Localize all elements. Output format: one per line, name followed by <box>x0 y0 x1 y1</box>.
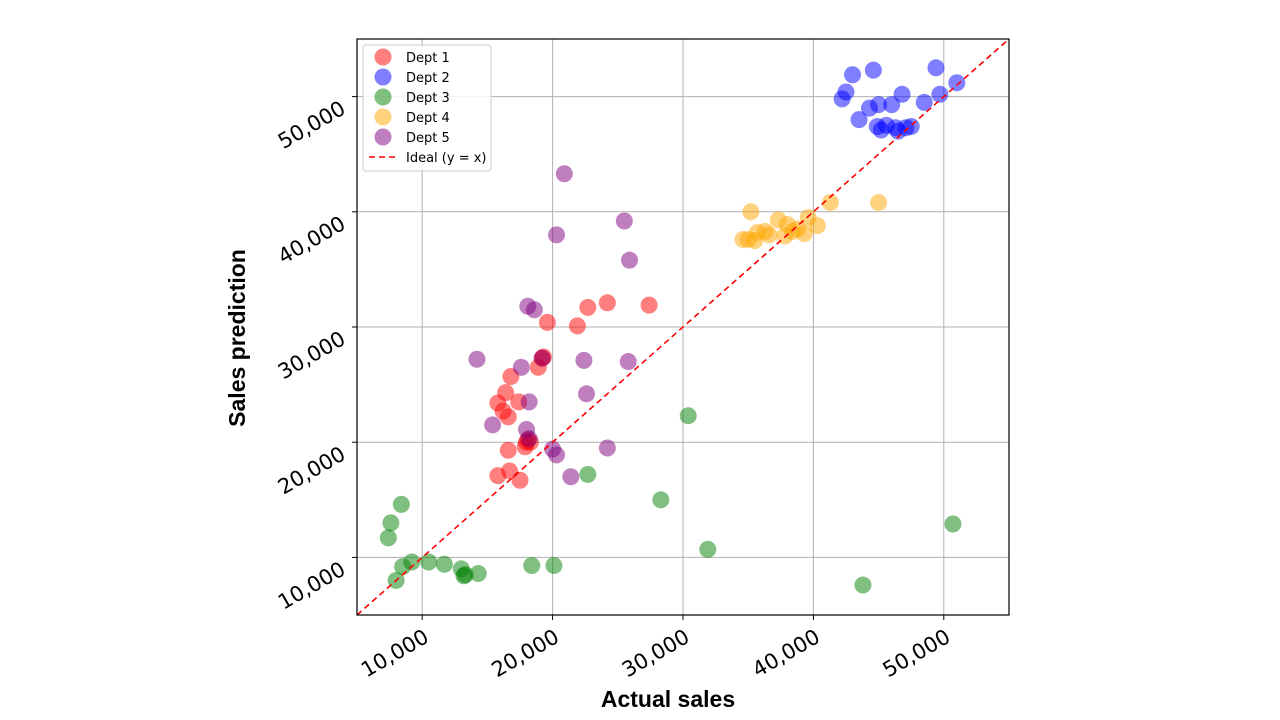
point-dept-5 <box>520 430 538 448</box>
point-dept-5 <box>578 385 596 403</box>
point-dept-3 <box>435 555 453 573</box>
point-dept-3 <box>403 553 421 571</box>
point-dept-5 <box>512 358 530 376</box>
x-tick-label: 30,000 <box>618 625 694 683</box>
point-dept-3 <box>854 576 872 594</box>
point-dept-3 <box>382 514 400 532</box>
point-dept-2 <box>837 83 855 101</box>
legend-marker-dept-3 <box>374 88 392 106</box>
legend-label-dept-5: Dept 5 <box>406 131 450 146</box>
point-dept-4 <box>760 226 778 244</box>
point-dept-2 <box>931 85 949 103</box>
ideal-reference-line <box>356 38 1010 616</box>
point-dept-1 <box>511 471 529 489</box>
y-tick-label: 30,000 <box>274 327 350 385</box>
point-dept-2 <box>902 118 920 136</box>
point-dept-3 <box>652 491 670 509</box>
point-dept-3 <box>420 553 438 571</box>
point-dept-3 <box>944 515 962 533</box>
point-dept-1 <box>579 298 597 316</box>
legend-label-dept-1: Dept 1 <box>406 51 450 66</box>
point-dept-1 <box>640 296 658 314</box>
legend-box <box>362 44 492 172</box>
point-dept-1 <box>568 317 586 335</box>
point-dept-3 <box>699 540 717 558</box>
legend-label-dept-3: Dept 3 <box>406 91 450 106</box>
x-tick-label: 20,000 <box>487 625 563 683</box>
point-dept-2 <box>864 61 882 79</box>
y-axis-label: Sales prediction <box>224 249 250 427</box>
point-dept-2 <box>948 74 966 92</box>
point-dept-4 <box>742 203 760 221</box>
point-dept-3 <box>579 465 597 483</box>
legend-marker-dept-2 <box>374 68 392 86</box>
x-tick-label: 10,000 <box>357 625 433 683</box>
point-dept-5 <box>533 349 551 367</box>
point-dept-5 <box>575 351 593 369</box>
point-dept-2 <box>893 85 911 103</box>
point-dept-5 <box>484 416 502 434</box>
legend-label-dept-2: Dept 2 <box>406 71 450 86</box>
point-dept-5 <box>555 165 573 183</box>
point-dept-3 <box>523 556 541 574</box>
point-dept-5 <box>520 393 538 411</box>
legend-marker-dept-4 <box>374 108 392 126</box>
point-dept-3 <box>392 495 410 513</box>
point-dept-5 <box>615 212 633 230</box>
legend-marker-dept-5 <box>374 128 392 146</box>
point-dept-3 <box>545 556 563 574</box>
legend-label-dept-4: Dept 4 <box>406 111 450 126</box>
point-dept-1 <box>538 313 556 331</box>
point-dept-2 <box>883 96 901 114</box>
point-dept-5 <box>468 350 486 368</box>
legend-label-ideal: Ideal (y = x) <box>406 151 486 166</box>
point-dept-2 <box>844 66 862 84</box>
point-dept-5 <box>598 439 616 457</box>
point-dept-5 <box>621 251 639 269</box>
point-dept-5 <box>548 446 566 464</box>
point-dept-5 <box>562 468 580 486</box>
x-tick-label: 40,000 <box>748 625 824 683</box>
y-tick-label: 50,000 <box>274 96 350 154</box>
point-dept-4 <box>870 194 888 212</box>
point-dept-5 <box>525 301 543 319</box>
point-dept-2 <box>915 93 933 111</box>
point-dept-1 <box>499 441 517 459</box>
point-dept-1 <box>497 384 515 402</box>
point-dept-5 <box>619 353 637 371</box>
point-dept-4 <box>821 194 839 212</box>
point-dept-3 <box>679 407 697 425</box>
point-dept-3 <box>469 565 487 583</box>
y-tick-label: 20,000 <box>274 442 350 500</box>
legend: Dept 1 Dept 2 Dept 3 Dept 4 Dept 5 Ideal (y =… <box>362 44 492 172</box>
point-dept-2 <box>870 96 888 114</box>
data-points <box>379 59 966 594</box>
y-tick-label: 40,000 <box>274 211 350 269</box>
x-axis-label: Actual sales <box>601 686 735 712</box>
axis-ticks: 10,000 20,000 30,000 40,000 50,000 10,000 20,0… <box>274 96 954 682</box>
x-tick-label: 50,000 <box>879 625 955 683</box>
point-dept-4 <box>795 225 813 243</box>
point-dept-4 <box>808 217 826 235</box>
point-dept-3 <box>379 529 397 547</box>
point-dept-1 <box>499 408 517 426</box>
point-dept-2 <box>850 111 868 129</box>
legend-marker-dept-1 <box>374 48 392 66</box>
point-dept-3 <box>456 566 474 584</box>
point-dept-5 <box>548 226 566 244</box>
y-tick-label: 10,000 <box>274 557 350 615</box>
point-dept-1 <box>598 294 616 312</box>
point-dept-2 <box>927 59 945 77</box>
